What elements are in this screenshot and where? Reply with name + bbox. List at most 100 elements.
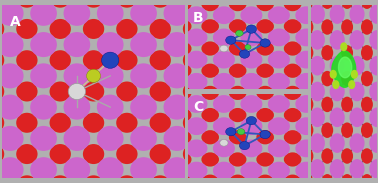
Circle shape [350, 56, 364, 76]
Circle shape [164, 1, 190, 26]
Circle shape [310, 107, 325, 127]
Circle shape [240, 139, 262, 157]
Circle shape [239, 141, 250, 150]
Circle shape [295, 139, 318, 157]
Circle shape [0, 50, 4, 70]
Circle shape [321, 122, 333, 138]
Circle shape [246, 25, 257, 33]
Circle shape [50, 113, 71, 133]
Text: C: C [193, 100, 203, 114]
Circle shape [350, 82, 364, 101]
Circle shape [150, 81, 171, 102]
Circle shape [16, 113, 37, 133]
Circle shape [284, 41, 301, 56]
Circle shape [201, 0, 219, 11]
Circle shape [361, 0, 373, 9]
Circle shape [50, 50, 71, 70]
Circle shape [16, 0, 37, 8]
Circle shape [341, 45, 353, 61]
Circle shape [97, 63, 124, 88]
Circle shape [295, 162, 318, 180]
Circle shape [352, 70, 357, 78]
Circle shape [229, 19, 246, 33]
Circle shape [50, 81, 71, 102]
Circle shape [229, 64, 246, 78]
Circle shape [201, 130, 219, 144]
Circle shape [16, 19, 37, 39]
Circle shape [284, 175, 301, 183]
Circle shape [186, 6, 208, 24]
Circle shape [311, 175, 329, 183]
Circle shape [116, 175, 138, 183]
Circle shape [256, 108, 274, 122]
Text: B: B [193, 11, 204, 25]
Circle shape [174, 175, 192, 183]
Circle shape [330, 107, 345, 127]
Circle shape [229, 86, 246, 100]
Circle shape [350, 159, 364, 179]
Circle shape [183, 19, 204, 39]
Circle shape [213, 139, 235, 157]
Circle shape [0, 175, 4, 183]
Circle shape [310, 56, 325, 76]
Circle shape [301, 71, 313, 86]
Circle shape [268, 0, 290, 2]
Circle shape [50, 175, 71, 183]
Circle shape [369, 133, 378, 153]
Circle shape [64, 157, 90, 182]
Circle shape [174, 86, 192, 100]
Circle shape [310, 30, 325, 50]
Circle shape [361, 71, 373, 86]
Circle shape [97, 95, 124, 120]
Circle shape [240, 29, 262, 46]
Circle shape [102, 52, 119, 68]
Circle shape [213, 73, 235, 91]
Circle shape [83, 0, 104, 8]
Circle shape [116, 50, 138, 70]
Circle shape [229, 41, 246, 56]
Circle shape [186, 51, 208, 68]
Circle shape [311, 130, 329, 144]
Circle shape [64, 32, 90, 57]
Circle shape [164, 126, 190, 151]
Circle shape [341, 19, 353, 35]
Circle shape [333, 81, 339, 88]
Circle shape [183, 175, 204, 183]
Circle shape [295, 51, 318, 68]
Polygon shape [339, 57, 352, 78]
Circle shape [201, 41, 219, 56]
Circle shape [240, 117, 262, 135]
Circle shape [256, 64, 274, 78]
Circle shape [201, 86, 219, 100]
Circle shape [295, 73, 318, 91]
Circle shape [350, 107, 364, 127]
Circle shape [116, 144, 138, 164]
Circle shape [330, 4, 345, 24]
Circle shape [213, 29, 235, 46]
Circle shape [295, 117, 318, 135]
Circle shape [301, 97, 313, 112]
Circle shape [30, 32, 57, 57]
Circle shape [330, 30, 345, 50]
Circle shape [213, 0, 235, 2]
Circle shape [16, 144, 37, 164]
Circle shape [301, 122, 313, 138]
Circle shape [0, 19, 4, 39]
Circle shape [311, 64, 329, 78]
Circle shape [284, 86, 301, 100]
Circle shape [311, 152, 329, 167]
Circle shape [361, 174, 373, 183]
Circle shape [174, 108, 192, 122]
Circle shape [268, 51, 290, 68]
Circle shape [235, 30, 243, 36]
Circle shape [268, 73, 290, 91]
Circle shape [361, 97, 373, 112]
Circle shape [310, 82, 325, 101]
Circle shape [369, 56, 378, 76]
Circle shape [50, 19, 71, 39]
Circle shape [150, 113, 171, 133]
Circle shape [64, 63, 90, 88]
Circle shape [229, 86, 246, 100]
Circle shape [150, 144, 171, 164]
Circle shape [174, 41, 192, 56]
